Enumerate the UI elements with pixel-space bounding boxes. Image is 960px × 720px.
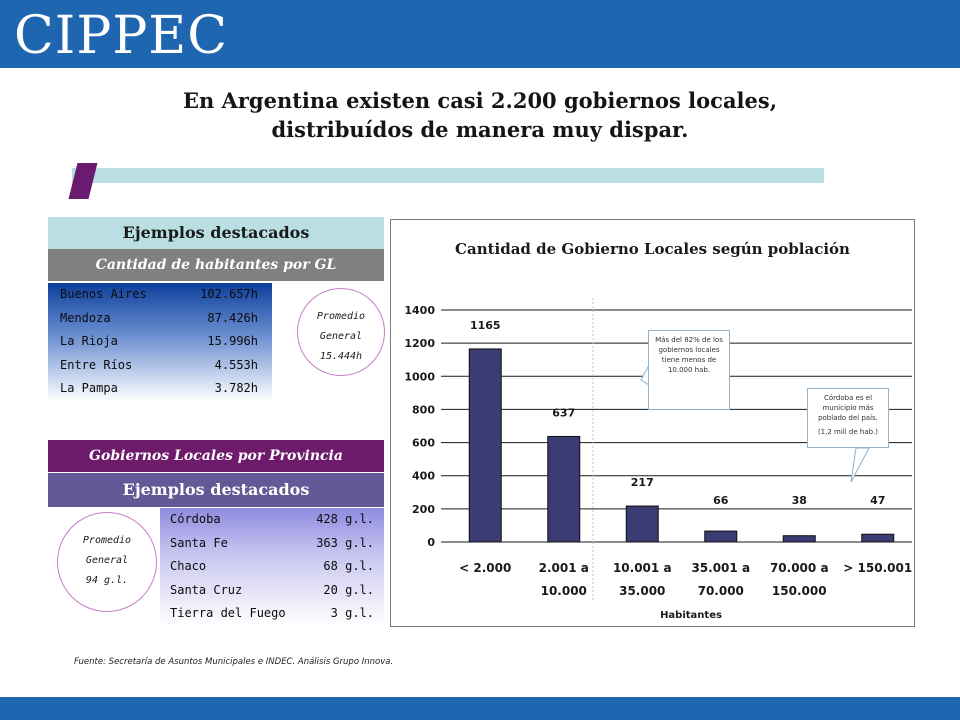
- table-row: Chaco 68 g.l.: [160, 555, 384, 579]
- data-label: 1165: [470, 319, 501, 332]
- y-tick-label: 0: [427, 536, 435, 549]
- source-note: Fuente: Secretaría de Asuntos Municipale…: [74, 657, 394, 667]
- header-bar: CIPPEC: [0, 0, 960, 68]
- provincia-panel-subtitle: Ejemplos destacados: [48, 473, 384, 507]
- row-value: 20 g.l.: [323, 582, 374, 597]
- table-row: Entre Ríos 4.553h: [48, 354, 272, 378]
- x-tick-label: > 150.001: [843, 561, 912, 575]
- average-value: 94 g.l.: [85, 575, 129, 586]
- table-row: Santa Fe 363 g.l.: [160, 532, 384, 556]
- x-tick-label: 35.001 a: [691, 561, 750, 575]
- page-title-line-1: En Argentina existen casi 2.200 gobierno…: [182, 88, 778, 113]
- chart-title: Cantidad de Gobierno Locales según pobla…: [455, 240, 850, 258]
- x-tick-label-line-2: 35.000: [619, 584, 665, 598]
- row-value: 3 g.l.: [330, 606, 374, 620]
- bar: [468, 348, 502, 543]
- table-row: La Rioja 15.996h: [48, 330, 272, 354]
- bar: [625, 505, 659, 543]
- provincia-table: Córdoba 428 g.l. Santa Fe 363 g.l. Chaco 68…: [160, 508, 384, 626]
- row-value: 3.782h: [214, 381, 258, 395]
- table-row: Mendoza 87.426h: [48, 307, 272, 331]
- row-name: Santa Cruz: [170, 582, 243, 597]
- table-row: Buenos Aires 102.657h: [48, 283, 272, 307]
- habitantes-table: Buenos Aires 102.657h Mendoza 87.426h La R…: [48, 283, 272, 401]
- row-value: 15.996h: [207, 334, 258, 348]
- y-tick-label: 600: [412, 437, 435, 450]
- row-value: 102.657h: [200, 287, 258, 301]
- x-tick-label: < 2.000: [459, 561, 511, 575]
- row-name: La Pampa: [60, 381, 118, 395]
- callout-small-municipalities: Más del 82% de los gobiernos locales tie…: [648, 330, 730, 410]
- bar: [704, 530, 738, 543]
- habitantes-panel-title: Ejemplos destacados: [48, 217, 384, 249]
- row-value: 363 g.l.: [316, 535, 374, 550]
- average-value: 15.444h: [319, 351, 363, 362]
- habitantes-average-circle: Promedio General 15.444h: [297, 288, 385, 376]
- provincia-average-circle: Promedio General 94 g.l.: [57, 512, 157, 612]
- bar-chart: 0 200 400 600 800 1000 1200 1400 1165 < 2.000 637 2…: [404, 298, 912, 621]
- data-label: 217: [631, 476, 654, 489]
- cippec-logo: CIPPEC: [14, 6, 229, 66]
- x-axis-label: Habitantes: [660, 610, 722, 621]
- x-tick-label-line-2: 150.000: [772, 584, 827, 598]
- row-value: 4.553h: [214, 357, 258, 372]
- average-label-1: Promedio: [82, 535, 132, 546]
- row-name: Chaco: [170, 559, 207, 573]
- callout-pointer: [850, 447, 870, 483]
- data-label: 47: [870, 494, 885, 507]
- row-name: Entre Ríos: [60, 357, 133, 372]
- x-tick-label: 2.001 a: [539, 561, 589, 575]
- row-name: Córdoba: [170, 512, 221, 526]
- footer-bar: [0, 697, 960, 720]
- row-value: 68 g.l.: [323, 559, 374, 573]
- y-tick-label: 1400: [404, 304, 435, 317]
- y-tick-label: 200: [412, 503, 435, 516]
- x-tick-label-line-2: 70.000: [698, 584, 744, 598]
- callout-text: Córdoba es el municipio más poblado del …: [818, 394, 878, 422]
- row-name: La Rioja: [60, 334, 118, 348]
- page-title: En Argentina existen casi 2.200 gobierno…: [90, 86, 870, 144]
- row-name: Tierra del Fuego: [170, 606, 286, 620]
- table-row: Tierra del Fuego 3 g.l.: [160, 602, 384, 626]
- chart-panel: Cantidad de Gobierno Locales según pobla…: [390, 219, 915, 627]
- row-name: Mendoza: [60, 310, 111, 325]
- row-name: Buenos Aires: [60, 287, 147, 301]
- y-tick-label: 400: [412, 470, 435, 483]
- table-row: Santa Cruz 20 g.l.: [160, 579, 384, 603]
- average-label-2: General: [85, 555, 129, 566]
- table-row: La Pampa 3.782h: [48, 377, 272, 401]
- decorative-strip: [72, 168, 824, 183]
- average-label-2: General: [319, 331, 363, 342]
- data-label: 66: [713, 494, 729, 507]
- table-row: Córdoba 428 g.l.: [160, 508, 384, 532]
- bar: [547, 435, 581, 543]
- callout-text-2: (1,2 mill de hab.): [817, 428, 879, 436]
- average-label-1: Promedio: [316, 311, 366, 322]
- page-title-line-2: distribuídos de manera muy dispar.: [271, 117, 689, 142]
- x-tick-label-line-2: 10.000: [541, 584, 587, 598]
- y-tick-label: 1000: [404, 370, 435, 383]
- data-label: 637: [552, 406, 575, 419]
- row-value: 87.426h: [207, 310, 258, 325]
- callout-cordoba: Córdoba es el municipio más poblado del …: [807, 388, 889, 448]
- y-tick-label: 800: [412, 403, 435, 416]
- bar: [861, 533, 895, 543]
- x-tick-label: 70.000 a: [770, 561, 829, 575]
- habitantes-panel-subtitle: Cantidad de habitantes por GL: [48, 249, 384, 281]
- y-tick-label: 1200: [404, 337, 435, 350]
- row-name: Santa Fe: [170, 535, 228, 550]
- callout-text: Más del 82% de los gobiernos locales tie…: [655, 336, 723, 374]
- provincia-panel-title: Gobiernos Locales por Provincia: [48, 440, 384, 472]
- row-value: 428 g.l.: [316, 512, 374, 526]
- x-tick-label: 10.001 a: [613, 561, 672, 575]
- data-label: 38: [792, 494, 807, 507]
- bar: [782, 535, 816, 543]
